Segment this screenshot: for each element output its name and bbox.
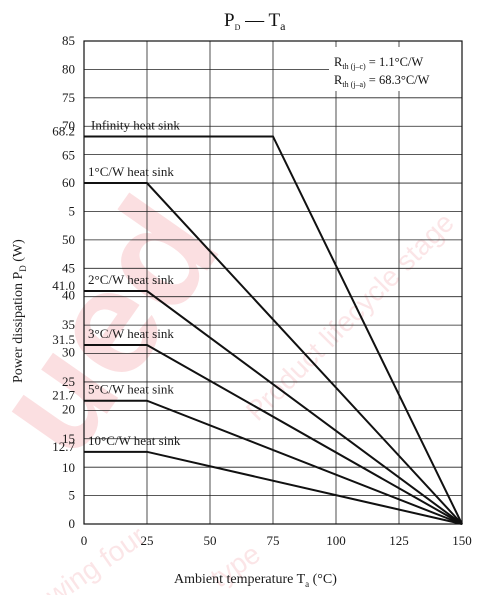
y-tick-label: 30 <box>62 345 75 360</box>
y-tick-label: 80 <box>62 61 75 76</box>
y-tick-label: 10 <box>62 460 75 475</box>
y-tick-label: 40 <box>62 288 75 303</box>
annotation-box <box>329 47 463 91</box>
x-tick-label: 150 <box>452 533 472 548</box>
series-label-1: 1°C/W heat sink <box>88 164 174 179</box>
x-axis-ticks: 0 25 50 75 100 125 150 <box>81 533 472 548</box>
y-tick-label: 75 <box>62 90 75 105</box>
watermark-small-2: wing four <box>39 520 151 595</box>
series-line-3 <box>84 344 463 525</box>
x-tick-label: 100 <box>326 533 346 548</box>
y-tick-label: 68.2 <box>52 123 75 138</box>
y-tick-label: 31.5 <box>52 332 75 347</box>
y-tick-label: 5 <box>69 203 76 218</box>
series-label-4: 5°C/W heat sink <box>88 382 174 397</box>
series-line-0 <box>84 135 463 525</box>
y-tick-label: 45 <box>62 260 75 275</box>
series-label-2: 2°C/W heat sink <box>88 272 174 287</box>
series-line-2 <box>84 290 463 525</box>
y-tick-label: 5 <box>69 488 76 503</box>
series-label-0: Infinity heat sink <box>91 117 180 132</box>
annotation-rth-jc: Rth (j–c) = 1.1°C/W <box>334 55 423 71</box>
x-tick-label: 0 <box>81 533 88 548</box>
y-tick-label: 25 <box>62 374 75 389</box>
chart-title: PD — Ta <box>224 10 286 33</box>
y-tick-label: 35 <box>62 317 75 332</box>
x-axis-title: Ambient temperature Ta (°C) <box>174 572 337 589</box>
y-axis-title: Power dissipation PD (W) <box>11 239 28 383</box>
series-line-4 <box>84 399 463 525</box>
y-tick-label: 85 <box>62 33 75 48</box>
y-tick-label: 12.7 <box>52 439 75 454</box>
y-tick-label: 60 <box>62 175 75 190</box>
series-label-3: 3°C/W heat sink <box>88 326 174 341</box>
x-tick-label: 50 <box>204 533 217 548</box>
y-tick-label: 41.0 <box>52 278 75 293</box>
y-tick-label: 15 <box>62 431 75 446</box>
series-line-1 <box>84 182 463 525</box>
y-tick-label: 0 <box>69 516 76 531</box>
y-tick-label: 21.7 <box>52 388 75 403</box>
series-labels: Infinity heat sink 1°C/W heat sink 2°C/W h… <box>88 117 181 447</box>
series <box>84 135 463 525</box>
series-line-5 <box>84 450 463 525</box>
x-tick-label: 25 <box>141 533 154 548</box>
y-tick-label: 65 <box>62 148 75 163</box>
x-tick-label: 125 <box>389 533 409 548</box>
y-tick-label: 70 <box>62 118 75 133</box>
annotation-rth-ja: Rth (j–a) = 68.3°C/W <box>334 73 430 89</box>
y-tick-label: 50 <box>62 232 75 247</box>
series-label-5: 10°C/W heat sink <box>88 433 181 448</box>
plot-frame <box>83 40 463 525</box>
x-tick-label: 75 <box>267 533 280 548</box>
y-tick-label: 20 <box>62 401 75 416</box>
